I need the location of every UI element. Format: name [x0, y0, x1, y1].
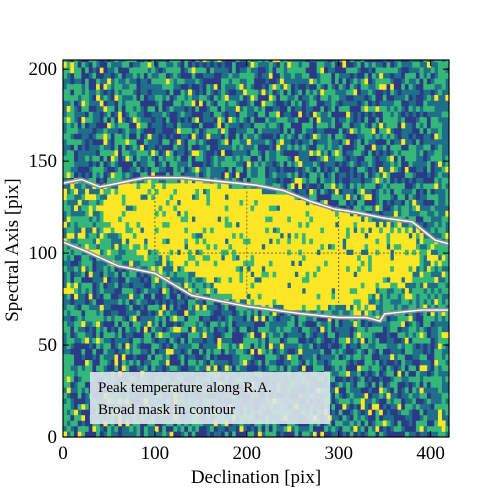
x-axis-label: Declination [pix]	[191, 467, 321, 488]
plot-frame	[62, 59, 450, 438]
intensity-map	[63, 60, 449, 437]
x-tick-label: 400	[416, 443, 445, 464]
y-tick-label: 50	[38, 335, 57, 356]
y-axis-label: Spectral Axis [pix]	[2, 178, 23, 322]
annotation-line-1: Peak temperature along R.A.	[98, 380, 272, 396]
x-tick-label: 200	[233, 443, 262, 464]
x-tick-label: 300	[324, 443, 353, 464]
x-tick-label: 100	[141, 443, 170, 464]
contour-upper-core	[63, 177, 449, 245]
grid-lines	[154, 185, 422, 311]
x-tick-label: 0	[58, 443, 68, 464]
y-tick-label: 0	[48, 427, 58, 448]
annotation-line-2: Broad mask in contour	[98, 402, 235, 418]
y-tick-label: 200	[29, 59, 58, 80]
y-tick-label: 100	[29, 243, 58, 264]
annotation-box: Peak temperature along R.A. Broad mask i…	[90, 372, 330, 424]
axis-ticks: 0 100 200 300 400 0 50 100 150 200	[29, 59, 449, 464]
mask-contour	[63, 175, 449, 324]
y-tick-label: 150	[29, 151, 58, 172]
contour-lower-core	[63, 241, 449, 322]
